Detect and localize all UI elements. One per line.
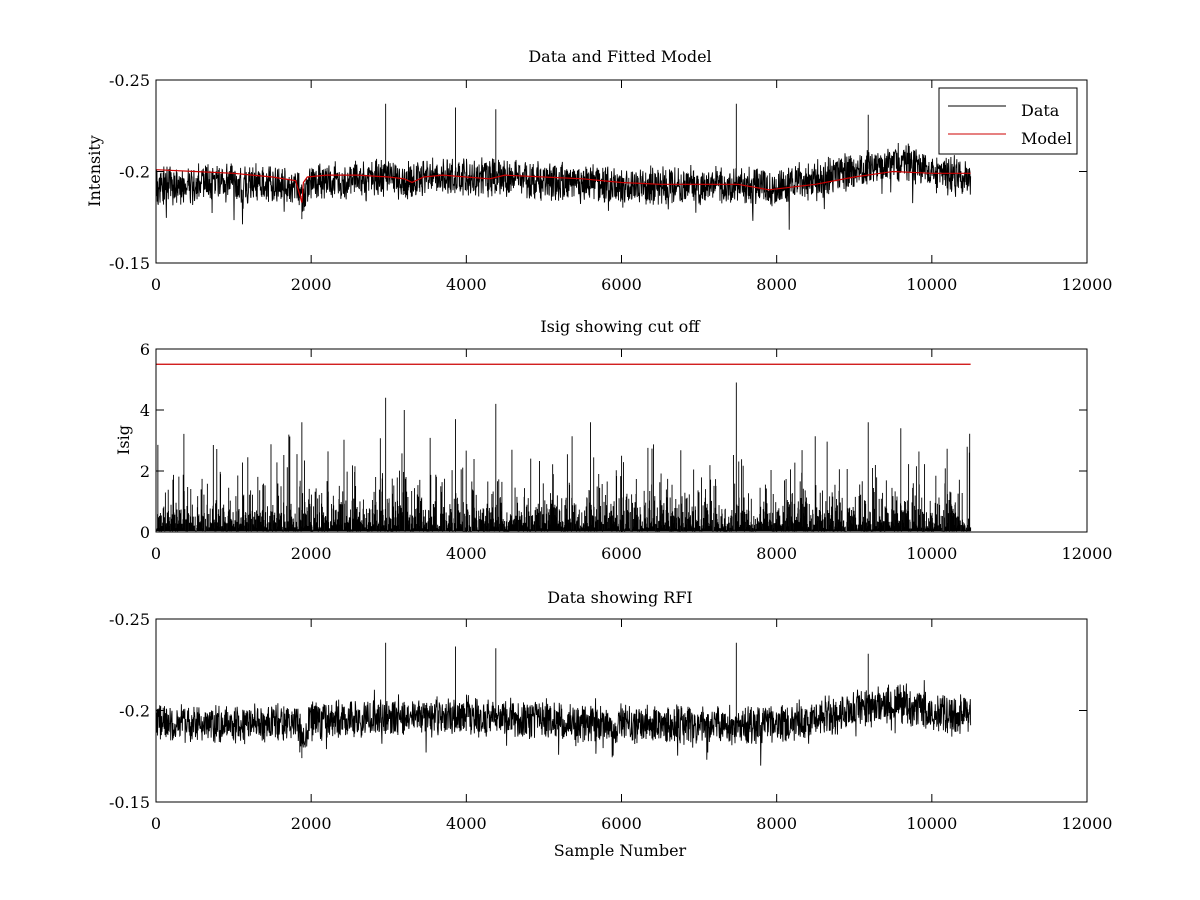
panel-3-xtick-label: 4000 <box>446 814 487 833</box>
panel-2-ytick-label: 2 <box>140 462 150 481</box>
legend-box <box>938 87 1078 155</box>
panel-1-ytick-label: -0.15 <box>109 254 150 273</box>
panel-3-ytick-label: -0.15 <box>109 793 150 812</box>
panel-2-xtick-label: 0 <box>151 544 161 563</box>
legend: Data Model <box>938 87 1078 155</box>
panel-1-xtick-label: 0 <box>151 275 161 294</box>
panel-3-xtick-label: 2000 <box>291 814 332 833</box>
panel-1-xtick-label: 10000 <box>906 275 957 294</box>
panel-2-ytick-label: 0 <box>140 523 150 542</box>
panel-2-ytick-label: 4 <box>140 401 150 420</box>
panel-1-xtick-label: 6000 <box>601 275 642 294</box>
panel-2-ytick-label: 6 <box>140 340 150 359</box>
panel-3-xlabel: Sample Number <box>554 841 687 860</box>
panel-1-ytick-label: -0.25 <box>109 71 150 90</box>
panel-2: Isig showing cut off Isig 0 2000 4000 6000 8… <box>114 317 1112 563</box>
panel-2-xtick-label: 6000 <box>601 544 642 563</box>
panel-3-xtick-label: 10000 <box>906 814 957 833</box>
panel-3-xtick-label: 6000 <box>601 814 642 833</box>
panel-1-ytick-label: -0.2 <box>119 163 150 182</box>
panel-1-ylabel: Intensity <box>85 135 104 207</box>
panel-2-xtick-label: 8000 <box>756 544 797 563</box>
legend-label-model: Model <box>1021 129 1072 148</box>
panel-3-xtick-label: 8000 <box>756 814 797 833</box>
panel-1-series-model <box>155 169 971 203</box>
legend-label-data: Data <box>1021 101 1060 120</box>
panel-3: Data showing RFI Sample Number 0 2000 4000… <box>109 588 1112 860</box>
panel-1: Data and Fitted Model Intensity 0 2000 400… <box>85 47 1112 294</box>
panel-2-xtick-label: 10000 <box>906 544 957 563</box>
panel-1-xtick-label: 8000 <box>756 275 797 294</box>
panel-1-xtick-label: 12000 <box>1062 275 1113 294</box>
panel-2-xtick-label: 2000 <box>291 544 332 563</box>
panel-3-series-line-1 <box>155 642 972 766</box>
panel-3-axes: 0 2000 4000 6000 8000 10000 12000 -0.15 -0.2 -0.2… <box>109 610 1112 833</box>
panel-2-xtick-label: 4000 <box>446 544 487 563</box>
panel-1-axes: 0 2000 4000 6000 8000 10000 12000 -0.15 -0.2 -0.2… <box>109 71 1112 294</box>
panel-2-title: Isig showing cut off <box>540 317 701 336</box>
panel-3-title: Data showing RFI <box>547 588 692 607</box>
panel-3-ytick-label: -0.2 <box>119 702 150 721</box>
panel-2-axes: 0 2000 4000 6000 8000 10000 12000 0 2 4 6 <box>140 340 1113 563</box>
panel-3-series <box>155 642 972 766</box>
panel-1-series-data <box>155 103 972 230</box>
panel-2-xtick-label: 12000 <box>1062 544 1113 563</box>
panel-3-xtick-label: 0 <box>151 814 161 833</box>
panel-3-xtick-label: 12000 <box>1062 814 1113 833</box>
panel-1-xtick-label: 2000 <box>291 275 332 294</box>
panel-1-xtick-label: 4000 <box>446 275 487 294</box>
panel-2-ylabel: Isig <box>114 425 133 455</box>
panel-1-series <box>155 103 972 230</box>
panel-1-title: Data and Fitted Model <box>528 47 711 66</box>
panel-3-ytick-label: -0.25 <box>109 610 150 629</box>
